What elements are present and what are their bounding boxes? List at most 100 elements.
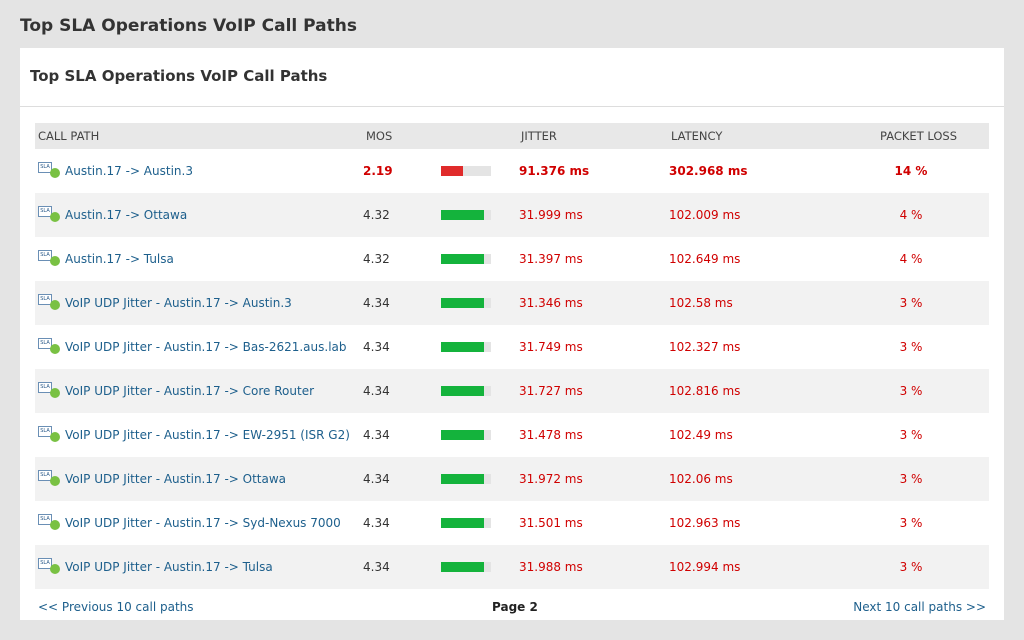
jitter: 31.749 ms [519, 340, 583, 354]
table-row: SLA VoIP UDP Jitter - Austin.17 -> EW-295… [35, 413, 989, 457]
packet-loss: 4 % [899, 252, 923, 266]
packet-loss: 3 % [899, 384, 923, 398]
mos-bar-track [441, 166, 491, 176]
packet-loss: 3 % [899, 428, 923, 442]
page-indicator: Page 2 [492, 600, 538, 614]
panel: Top SLA Operations VoIP Call Paths CALL … [20, 48, 1004, 620]
column-header: LATENCY [671, 129, 723, 143]
table-row: SLA Austin.17 -> Ottawa 4.32 31.999 ms 102.0… [35, 193, 989, 237]
latency: 102.649 ms [669, 252, 741, 266]
sla-icon: SLA [38, 558, 52, 569]
mos-value: 2.19 [363, 164, 393, 178]
mos-bar [441, 342, 485, 352]
mos-value: 4.34 [363, 560, 390, 574]
latency: 102.06 ms [669, 472, 733, 486]
call-path-link[interactable]: VoIP UDP Jitter - Austin.17 -> Austin.3 [65, 296, 292, 310]
status-dot [50, 256, 60, 266]
jitter: 31.727 ms [519, 384, 583, 398]
latency: 102.327 ms [669, 340, 741, 354]
sla-icon: SLA [38, 294, 52, 305]
latency: 102.009 ms [669, 208, 741, 222]
table-row: SLA VoIP UDP Jitter - Austin.17 -> Tulsa 4… [35, 545, 989, 589]
status-dot [50, 168, 60, 178]
status-dot [50, 520, 60, 530]
packet-loss: 3 % [899, 296, 923, 310]
sla-icon: SLA [38, 382, 52, 393]
mos-bar-track [441, 298, 491, 308]
table-row: SLA VoIP UDP Jitter - Austin.17 -> Syd-Ne… [35, 501, 989, 545]
mos-bar [441, 254, 485, 264]
status-dot [50, 564, 60, 574]
table-row: SLA Austin.17 -> Tulsa 4.32 31.397 ms 102.64… [35, 237, 989, 281]
mos-bar [441, 562, 485, 572]
next-link[interactable]: Next 10 call paths >> [853, 600, 986, 614]
mos-bar-track [441, 562, 491, 572]
jitter: 31.988 ms [519, 560, 583, 574]
packet-loss: 3 % [899, 560, 923, 574]
sla-icon: SLA [38, 426, 52, 437]
column-header: JITTER [521, 129, 557, 143]
mos-bar [441, 298, 485, 308]
latency: 302.968 ms [669, 164, 748, 178]
call-path-link[interactable]: Austin.17 -> Ottawa [65, 208, 188, 222]
call-path-link[interactable]: VoIP UDP Jitter - Austin.17 -> Ottawa [65, 472, 287, 486]
call-path-link[interactable]: VoIP UDP Jitter - Austin.17 -> Tulsa [65, 560, 273, 574]
jitter: 31.972 ms [519, 472, 583, 486]
jitter: 31.397 ms [519, 252, 583, 266]
latency: 102.994 ms [669, 560, 741, 574]
mos-bar [441, 210, 485, 220]
divider [20, 106, 1004, 107]
status-dot [50, 300, 60, 310]
table-row: SLA VoIP UDP Jitter - Austin.17 -> Ottawa… [35, 457, 989, 501]
packet-loss: 4 % [899, 208, 923, 222]
mos-value: 4.32 [363, 252, 390, 266]
mos-bar [441, 474, 485, 484]
mos-bar [441, 518, 485, 528]
sla-icon: SLA [38, 470, 52, 481]
table-row: SLA Austin.17 -> Austin.3 2.19 91.376 ms 302… [35, 149, 989, 193]
status-dot [50, 212, 60, 222]
call-path-link[interactable]: VoIP UDP Jitter - Austin.17 -> Core Rout… [65, 384, 315, 398]
mos-bar [441, 430, 485, 440]
table-row: SLA VoIP UDP Jitter - Austin.17 -> Core R… [35, 369, 989, 413]
status-dot [50, 476, 60, 486]
jitter: 31.346 ms [519, 296, 583, 310]
status-dot [50, 344, 60, 354]
packet-loss: 3 % [899, 516, 923, 530]
mos-bar-track [441, 518, 491, 528]
sla-icon: SLA [38, 162, 52, 173]
page-title: Top SLA Operations VoIP Call Paths [20, 16, 357, 36]
column-header: PACKET LOSS [880, 129, 958, 143]
mos-value: 4.34 [363, 472, 390, 486]
mos-bar-track [441, 430, 491, 440]
prev-link[interactable]: << Previous 10 call paths [38, 600, 194, 614]
call-path-link[interactable]: Austin.17 -> Tulsa [65, 252, 174, 266]
latency: 102.58 ms [669, 296, 733, 310]
status-dot [50, 388, 60, 398]
jitter: 91.376 ms [519, 164, 590, 178]
latency: 102.816 ms [669, 384, 741, 398]
column-header: CALL PATH [38, 129, 100, 143]
mos-bar-track [441, 342, 491, 352]
mos-value: 4.32 [363, 208, 390, 222]
mos-bar-track [441, 210, 491, 220]
mos-bar [441, 386, 485, 396]
latency: 102.963 ms [669, 516, 741, 530]
table-row: SLA VoIP UDP Jitter - Austin.17 -> Bas-26… [35, 325, 989, 369]
jitter: 31.999 ms [519, 208, 583, 222]
table-row: SLA VoIP UDP Jitter - Austin.17 -> Austin… [35, 281, 989, 325]
table-header: CALL PATH MOS JITTER LATENCY PACKET LOSS [35, 123, 989, 149]
call-path-link[interactable]: VoIP UDP Jitter - Austin.17 -> Bas-2621.… [65, 340, 347, 354]
packet-loss: 3 % [899, 472, 923, 486]
sla-icon: SLA [38, 250, 52, 261]
call-path-link[interactable]: VoIP UDP Jitter - Austin.17 -> Syd-Nexus… [65, 516, 341, 530]
mos-bar-track [441, 254, 491, 264]
status-dot [50, 432, 60, 442]
call-path-link[interactable]: Austin.17 -> Austin.3 [65, 164, 193, 178]
panel-title: Top SLA Operations VoIP Call Paths [30, 67, 328, 85]
column-header: MOS [366, 129, 393, 143]
latency: 102.49 ms [669, 428, 733, 442]
call-path-link[interactable]: VoIP UDP Jitter - Austin.17 -> EW-2951 (… [65, 428, 350, 442]
mos-value: 4.34 [363, 340, 390, 354]
